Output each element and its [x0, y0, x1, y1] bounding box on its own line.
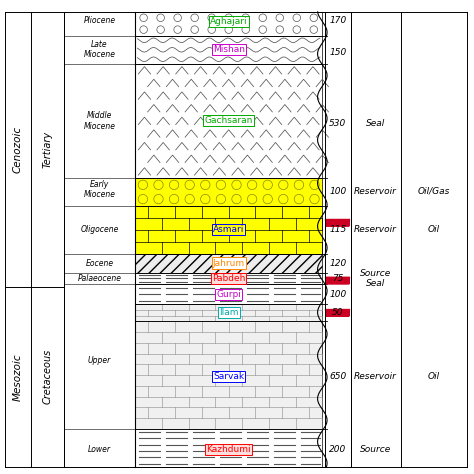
Text: 120: 120 [329, 259, 346, 267]
Text: Oligocene: Oligocene [81, 226, 118, 234]
Text: Reservoir: Reservoir [354, 226, 397, 234]
Text: 100: 100 [329, 290, 346, 299]
Bar [135, 321, 322, 429]
Bar [135, 206, 322, 254]
Bar [135, 273, 322, 284]
Text: 75: 75 [332, 274, 344, 283]
Bar [135, 254, 322, 273]
Text: 650: 650 [329, 373, 346, 381]
Bar [135, 178, 322, 206]
Bar [135, 429, 322, 467]
Text: Gurpi: Gurpi [216, 290, 241, 299]
Text: Source: Source [360, 445, 391, 454]
Text: Cenozoic: Cenozoic [13, 126, 23, 173]
Text: Upper: Upper [88, 356, 111, 365]
Text: 115: 115 [329, 226, 346, 234]
Text: Oil/Gas: Oil/Gas [418, 187, 450, 196]
Text: 530: 530 [329, 119, 346, 128]
Text: Kazhdumi: Kazhdumi [206, 445, 251, 454]
Text: Palaeocene: Palaeocene [78, 274, 121, 283]
Text: Source
Seal: Source Seal [360, 269, 391, 288]
Text: Tertiary: Tertiary [42, 131, 53, 168]
Bar [135, 64, 322, 178]
Text: 200: 200 [329, 445, 346, 454]
Text: 150: 150 [329, 48, 346, 56]
Text: Mishan: Mishan [213, 46, 245, 54]
Text: Seal: Seal [366, 119, 385, 128]
Bar [135, 284, 322, 304]
Text: Sarvak: Sarvak [213, 373, 244, 381]
Text: Mesozoic: Mesozoic [13, 353, 23, 401]
Text: Asmari: Asmari [213, 226, 245, 234]
Text: Late
Miocene: Late Miocene [83, 40, 116, 59]
Bar [135, 12, 322, 36]
Text: Pliocene: Pliocene [83, 16, 116, 25]
Text: 170: 170 [329, 16, 346, 25]
Text: Oil: Oil [428, 373, 440, 381]
Text: Jahrum: Jahrum [213, 259, 245, 267]
Bar [135, 36, 322, 64]
Text: 50: 50 [332, 309, 344, 317]
Text: Aghajari: Aghajari [210, 17, 247, 26]
Text: 100: 100 [329, 187, 346, 196]
Text: Gachsaran: Gachsaran [204, 117, 253, 125]
Text: Lower: Lower [88, 445, 111, 454]
Text: Pabdeh: Pabdeh [212, 274, 246, 283]
Text: Reservoir: Reservoir [354, 373, 397, 381]
Text: Reservoir: Reservoir [354, 187, 397, 196]
Text: Oil: Oil [428, 226, 440, 234]
Text: Middle
Miocene: Middle Miocene [83, 111, 116, 130]
Text: Cretaceous: Cretaceous [42, 349, 53, 404]
Bar [135, 304, 322, 321]
Text: Ilam: Ilam [219, 309, 238, 317]
Text: Eocene: Eocene [85, 259, 114, 267]
Text: Early
Miocene: Early Miocene [83, 180, 116, 199]
